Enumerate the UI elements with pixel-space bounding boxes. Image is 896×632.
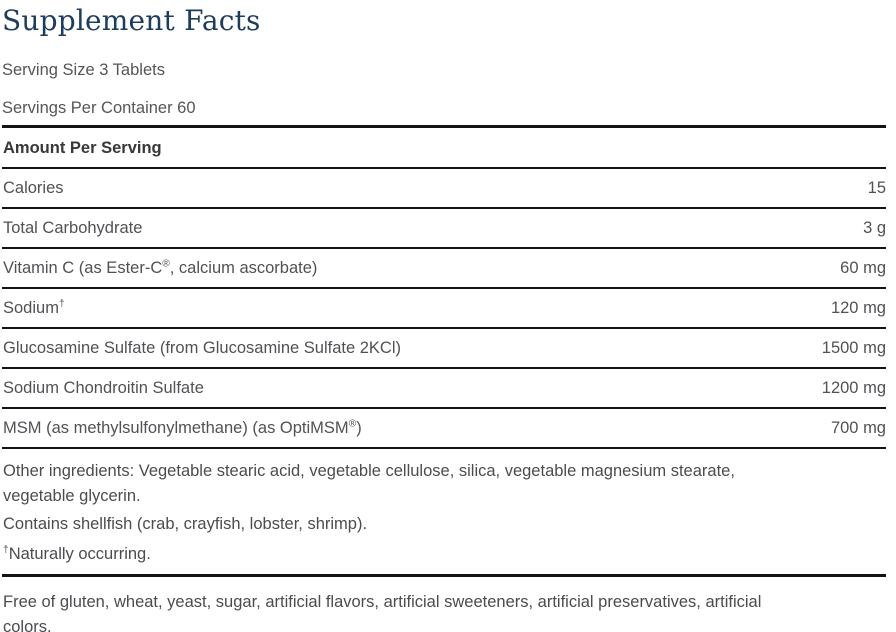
free-of-statement: Free of gluten, wheat, yeast, sugar, art… <box>2 590 886 632</box>
row-label: Vitamin C (as Ester-C®, calcium ascorbat… <box>3 258 318 277</box>
row-label: Glucosamine Sulfate (from Glucosamine Su… <box>3 339 401 357</box>
row-label: Sodium† <box>3 298 65 317</box>
naturally-occurring-note: †Naturally occurring. <box>3 544 151 563</box>
table-row-msm: MSM (as methylsulfonylmethane) (as OptiM… <box>2 409 886 449</box>
row-label: Total Carbohydrate <box>3 219 143 237</box>
row-amount: 1500 mg <box>821 339 886 357</box>
row-label: Calories <box>3 179 64 197</box>
amount-per-serving-header: Amount Per Serving <box>2 128 886 169</box>
footer-divider <box>2 574 886 577</box>
serving-size-text: Serving Size 3 Tablets <box>2 61 165 79</box>
panel-title: Supplement Facts <box>2 4 261 37</box>
other-ingredients-line-2: vegetable glycerin. <box>3 487 141 505</box>
row-amount: 1200 mg <box>821 379 886 397</box>
contains-shellfish-note: Contains shellfish (crab, crayfish, lobs… <box>3 515 368 533</box>
table-row-sodium-chondroitin-sulfate: Sodium Chondroitin Sulfate 1200 mg <box>2 369 886 409</box>
table-row-vitamin-c: Vitamin C (as Ester-C®, calcium ascorbat… <box>2 249 886 289</box>
free-of-line-2: colors. <box>3 618 52 632</box>
row-amount: 60 mg <box>840 259 886 277</box>
servings-per-container-text: Servings Per Container 60 <box>2 99 196 117</box>
table-row-sodium: Sodium† 120 mg <box>2 289 886 329</box>
row-label: MSM (as methylsulfonylmethane) (as OptiM… <box>3 418 362 437</box>
table-row-total-carbohydrate: Total Carbohydrate 3 g <box>2 209 886 249</box>
row-amount: 700 mg <box>830 419 886 437</box>
free-of-line-1: Free of gluten, wheat, yeast, sugar, art… <box>3 593 762 611</box>
table-row-glucosamine-sulfate: Glucosamine Sulfate (from Glucosamine Su… <box>2 329 886 369</box>
nutrition-table: Amount Per Serving Calories 15 Total Car… <box>2 125 886 449</box>
row-amount: 120 mg <box>830 299 886 317</box>
notes-section: Other ingredients: Vegetable stearic aci… <box>2 459 886 567</box>
row-amount: 15 <box>867 179 886 197</box>
other-ingredients-line-1: Other ingredients: Vegetable stearic aci… <box>3 462 735 480</box>
table-row-calories: Calories 15 <box>2 169 886 209</box>
row-label: Sodium Chondroitin Sulfate <box>3 379 204 397</box>
row-amount: 3 g <box>863 219 886 237</box>
